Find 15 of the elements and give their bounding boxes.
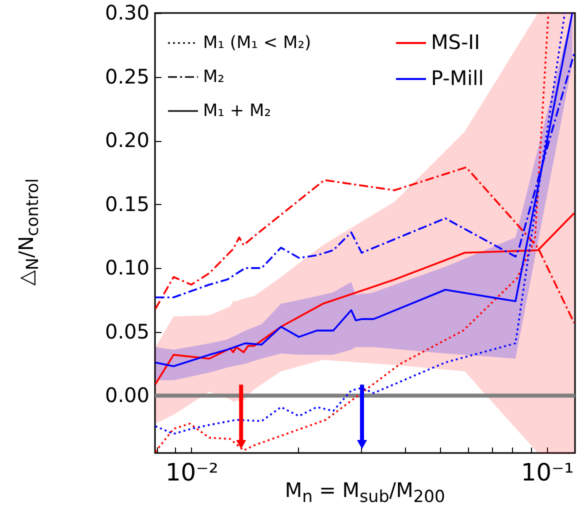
y-tick-label: 0.20 xyxy=(104,128,150,152)
annotation: M₂ xyxy=(203,67,224,87)
legend-label: MS-II xyxy=(431,30,480,54)
x-tick-label: 10⁻¹ xyxy=(520,458,574,486)
y-tick-label: 0.00 xyxy=(104,383,150,408)
legend-label: P-Mill xyxy=(431,66,484,90)
y-tick-label: 0.30 xyxy=(104,0,150,24)
y-tick-label: 0.10 xyxy=(104,256,150,280)
y-tick-label: 0.15 xyxy=(104,192,150,216)
x-tick-label: 10⁻² xyxy=(165,458,218,486)
annotation: M₁ + M₂ xyxy=(203,101,272,121)
y-tick-label: 0.05 xyxy=(104,319,150,344)
annotation: M₁ (M₁ < M₂) xyxy=(203,33,312,53)
x-axis-title: M$_{n}$ = M$_{sub}$/M$_{200}$ xyxy=(284,478,446,506)
y-tick-label: 0.25 xyxy=(104,64,150,88)
